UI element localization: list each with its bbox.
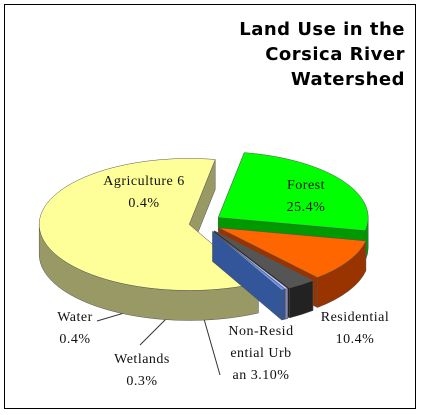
slice [214, 230, 314, 289]
slice [217, 152, 369, 231]
value-label: 25.4% [286, 200, 326, 215]
value-label: 0.3% [126, 374, 158, 389]
slice-label: Wetlands 0.3% [107, 349, 177, 393]
category-label: Water [57, 310, 93, 325]
category-label: Residential [320, 310, 390, 325]
slice-label: Non-Residential Urban 3.10% [227, 321, 295, 387]
category-label: Agriculture [103, 174, 174, 189]
value-label: 10.4% [335, 332, 375, 347]
category-label: Non-Residential Urban [228, 324, 294, 383]
slice-label: Water 0.4% [49, 307, 101, 351]
chart-title: Land Use in the Corsica River Watershed [239, 19, 405, 90]
value-label: 60.4% [128, 174, 185, 211]
slice [218, 227, 367, 278]
slice [212, 231, 286, 291]
category-label: Wetlands [114, 352, 170, 367]
slice [212, 231, 289, 290]
slice-side [281, 288, 286, 321]
slice-label: Agriculture 60.4% [103, 171, 185, 215]
pie-chart [38, 152, 369, 376]
slice [38, 158, 259, 291]
category-label: Forest [287, 178, 325, 193]
value-label: 3.10% [250, 368, 290, 383]
value-label: 0.4% [59, 332, 91, 347]
slice-label: Residential 10.4% [317, 307, 393, 351]
slice-label: Forest 25.4% [275, 175, 337, 219]
slice-side [285, 288, 289, 320]
chart-frame: Land Use in the Corsica River Watershed … [4, 4, 416, 409]
